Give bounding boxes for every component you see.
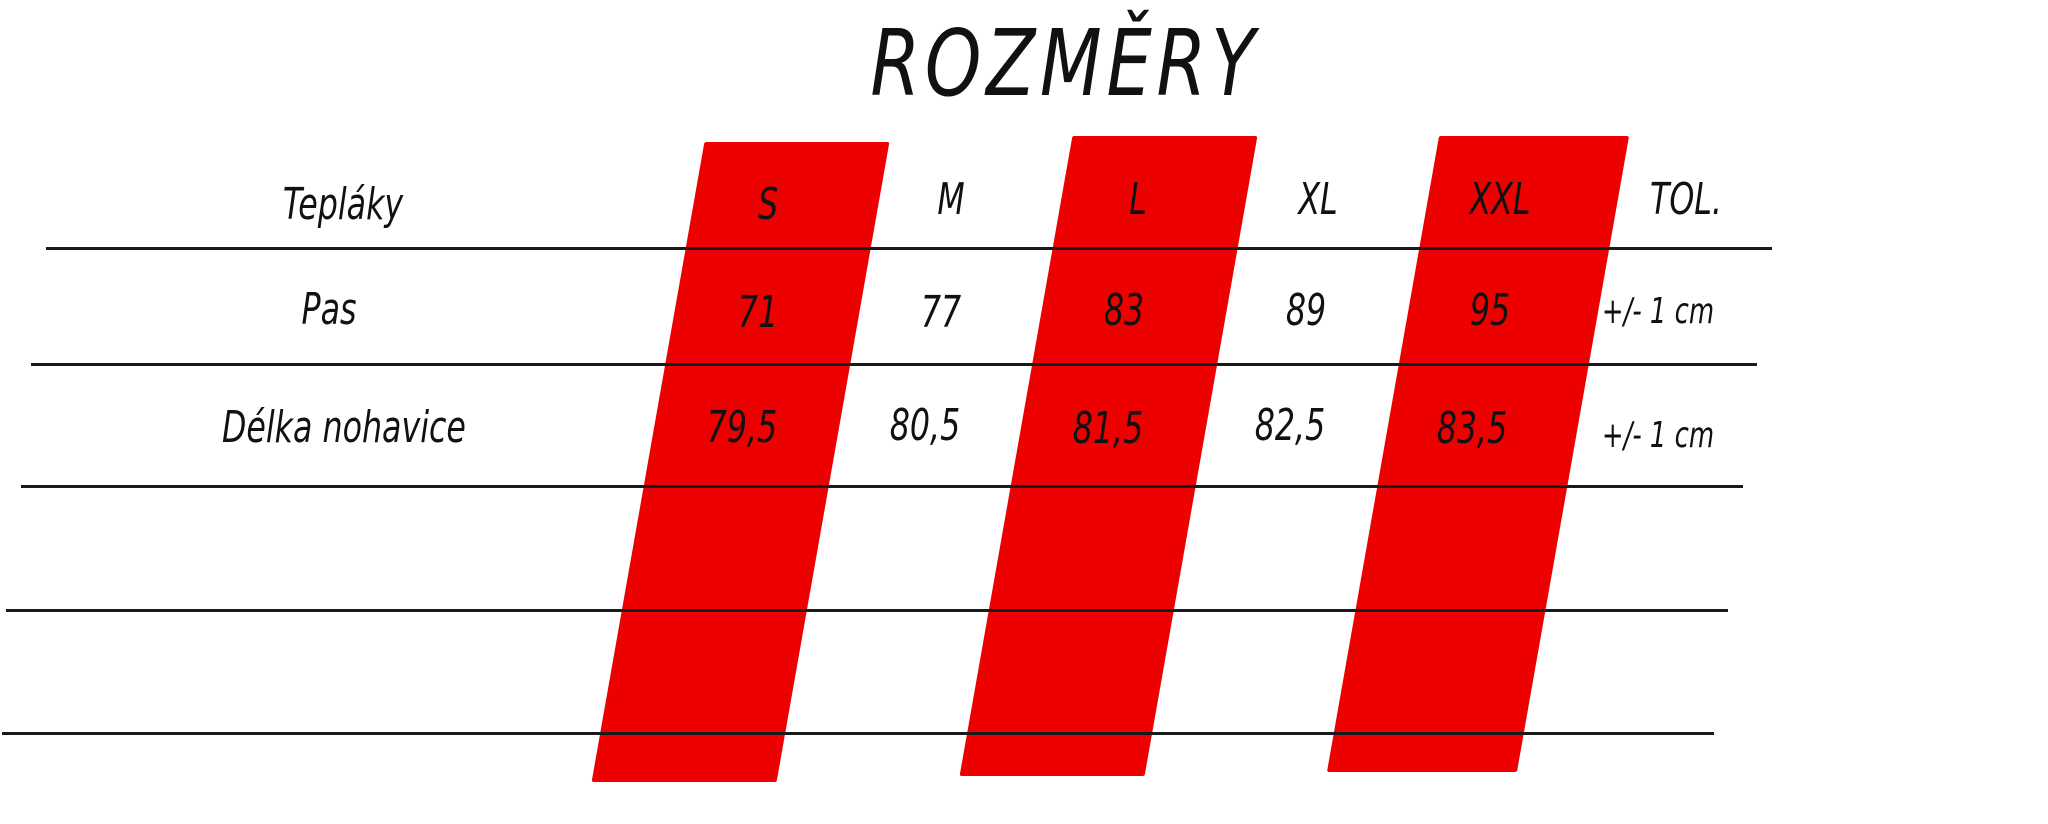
value-delka-l: 81,5	[1072, 403, 1144, 454]
highlight-stripe-s	[591, 142, 890, 782]
page-title: ROZMĚRY	[870, 10, 1260, 117]
size-header-l: L	[1129, 174, 1147, 225]
row-label-delka-nohavice: Délka nohavice	[222, 402, 466, 453]
row-label-pas: Pas	[301, 284, 357, 335]
table-rule	[31, 363, 1757, 366]
value-delka-xl: 82,5	[1254, 400, 1326, 451]
tolerance-pas: +/- 1 cm	[1601, 291, 1715, 332]
value-delka-s: 79,5	[706, 402, 778, 453]
tolerance-header: TOL.	[1649, 174, 1722, 225]
table-rule	[46, 247, 1772, 250]
header-label: Tepláky	[282, 179, 404, 230]
size-header-xl: XL	[1298, 174, 1338, 225]
size-header-s: S	[757, 179, 779, 230]
size-header-m: M	[937, 174, 965, 225]
table-rule	[2, 732, 1714, 735]
value-pas-l: 83	[1103, 285, 1145, 336]
size-header-xxl: XXL	[1469, 174, 1531, 225]
value-delka-xxl: 83,5	[1436, 403, 1508, 454]
value-pas-m: 77	[920, 287, 962, 338]
value-pas-s: 71	[737, 287, 779, 338]
table-rule	[21, 485, 1743, 488]
tolerance-delka: +/- 1 cm	[1601, 415, 1715, 456]
value-pas-xxl: 95	[1469, 285, 1511, 336]
table-rule	[6, 609, 1728, 612]
value-delka-m: 80,5	[889, 400, 961, 451]
value-pas-xl: 89	[1285, 285, 1327, 336]
